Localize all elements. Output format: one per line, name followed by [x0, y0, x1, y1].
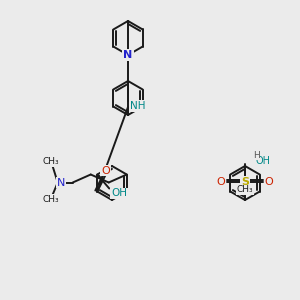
Text: CH₃: CH₃ — [42, 157, 59, 166]
Text: OH: OH — [111, 188, 127, 199]
Text: OH: OH — [255, 156, 270, 166]
Text: O: O — [265, 177, 273, 187]
Text: N: N — [56, 178, 65, 188]
Text: O: O — [217, 177, 225, 187]
Text: CH₃: CH₃ — [42, 195, 59, 204]
Text: O: O — [101, 166, 110, 176]
Text: H: H — [253, 151, 260, 160]
Text: S: S — [241, 177, 249, 187]
Text: NH: NH — [130, 101, 146, 111]
Text: N: N — [123, 50, 133, 60]
Text: CH₃: CH₃ — [237, 185, 253, 194]
